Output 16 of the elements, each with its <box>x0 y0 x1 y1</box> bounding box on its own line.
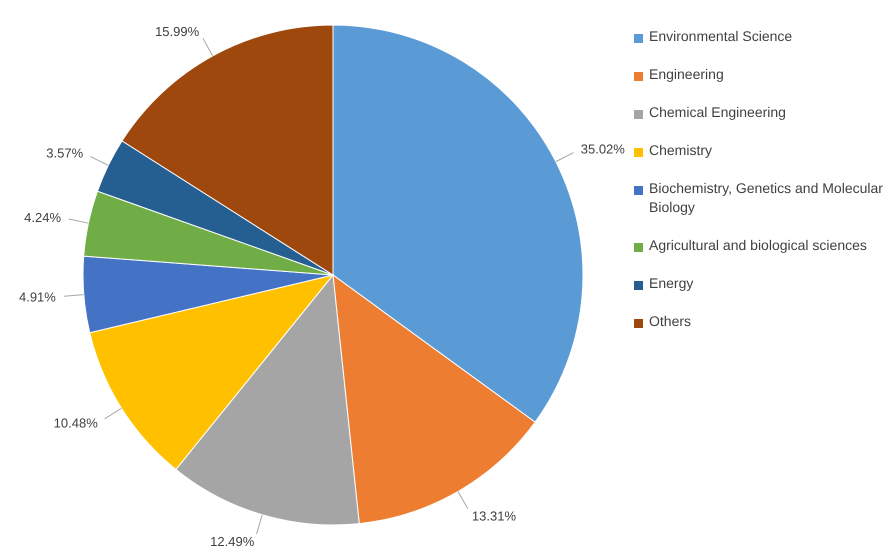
data-label: 13.31% <box>472 508 516 524</box>
data-label: 10.48% <box>54 416 98 431</box>
data-label: 15.99% <box>155 24 200 39</box>
data-label: 35.02% <box>580 141 626 156</box>
legend-label: Biochemistry, Genetics and Molecular Biology <box>649 179 884 217</box>
legend-label: Chemical Engineering <box>649 103 786 122</box>
data-label: 4.91% <box>18 289 56 304</box>
data-label: 12.49% <box>210 534 255 550</box>
legend-label: Others <box>649 312 692 331</box>
legend-label: Environmental Science <box>649 27 792 46</box>
data-label: 4.24% <box>24 210 62 225</box>
legend-label: Engineering <box>649 65 724 84</box>
legend-label: Energy <box>649 274 694 293</box>
legend-label: Agricultural and biological sciences <box>649 236 867 255</box>
data-label: 3.57% <box>46 146 84 161</box>
legend-label: Chemistry <box>649 141 712 160</box>
